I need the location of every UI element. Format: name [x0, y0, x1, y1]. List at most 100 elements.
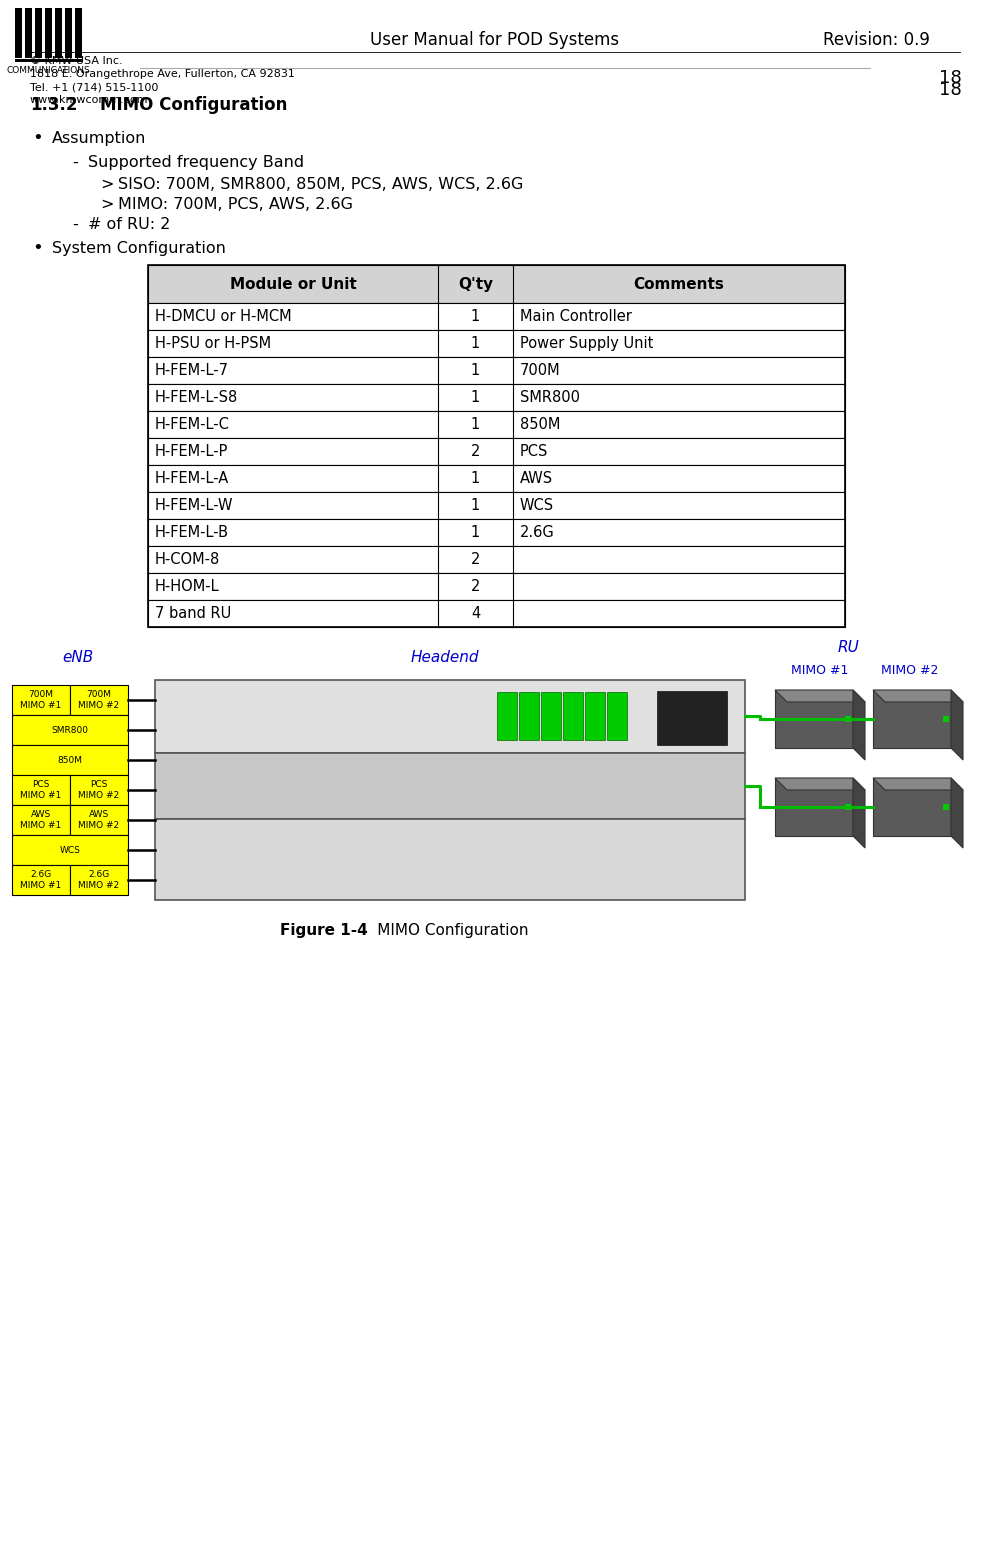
Bar	[55, 8, 62, 59]
Text: 7 band RU: 7 band RU	[155, 606, 232, 621]
Text: H-FEM-L-S8: H-FEM-L-S8	[155, 390, 239, 405]
Text: -: -	[72, 216, 78, 231]
Text: -: -	[72, 154, 78, 170]
Text: >: >	[100, 197, 114, 211]
Bar	[148, 411, 845, 438]
Text: MIMO: 700M, PCS, AWS, 2.6G: MIMO: 700M, PCS, AWS, 2.6G	[118, 197, 353, 211]
Text: 850M: 850M	[520, 418, 560, 431]
Text: 1.3.2: 1.3.2	[30, 96, 77, 114]
Text: Q'ty: Q'ty	[458, 276, 493, 291]
Bar	[70, 804, 128, 835]
Polygon shape	[951, 778, 963, 848]
Bar	[148, 265, 845, 627]
Text: 2.6G: 2.6G	[520, 525, 554, 539]
Bar	[542, 692, 561, 740]
Text: MIMO #2: MIMO #2	[881, 664, 939, 676]
Text: eNB: eNB	[62, 650, 94, 666]
Polygon shape	[873, 778, 963, 791]
Bar	[12, 835, 128, 865]
Text: AWS
MIMO #1: AWS MIMO #1	[21, 811, 61, 829]
Text: Headend: Headend	[411, 650, 479, 666]
Bar	[656, 690, 728, 746]
Polygon shape	[775, 690, 865, 703]
Text: 1: 1	[471, 498, 480, 513]
Text: H-FEM-L-P: H-FEM-L-P	[155, 444, 229, 459]
Bar	[519, 692, 540, 740]
Bar	[873, 690, 951, 747]
Text: •: •	[32, 129, 43, 146]
Bar	[65, 8, 72, 59]
Bar	[563, 692, 583, 740]
Bar	[12, 686, 70, 715]
Text: •: •	[32, 239, 43, 257]
Text: 2.6G
MIMO #1: 2.6G MIMO #1	[21, 871, 61, 889]
Text: MIMO #1: MIMO #1	[791, 664, 848, 676]
Bar	[775, 778, 853, 837]
Text: SISO: 700M, SMR800, 850M, PCS, AWS, WCS, 2.6G: SISO: 700M, SMR800, 850M, PCS, AWS, WCS,…	[118, 177, 524, 191]
Bar	[585, 692, 605, 740]
Bar	[70, 865, 128, 895]
Bar	[148, 599, 845, 627]
Text: 1: 1	[471, 418, 480, 431]
Text: H-COM-8: H-COM-8	[155, 552, 220, 567]
Text: Power Supply Unit: Power Supply Unit	[520, 336, 653, 351]
Text: PCS: PCS	[520, 444, 548, 459]
Bar	[12, 744, 128, 775]
Bar	[155, 818, 745, 900]
Bar	[70, 686, 128, 715]
Text: 1: 1	[471, 525, 480, 539]
Bar	[35, 8, 42, 59]
Bar	[12, 804, 70, 835]
Polygon shape	[873, 690, 963, 703]
Bar	[15, 8, 22, 59]
Bar	[70, 775, 128, 804]
Text: 18: 18	[939, 82, 961, 99]
Polygon shape	[951, 690, 963, 760]
Text: Main Controller: Main Controller	[520, 310, 632, 324]
Bar	[845, 717, 851, 723]
Text: H-FEM-L-B: H-FEM-L-B	[155, 525, 229, 539]
Text: 2.6G
MIMO #2: 2.6G MIMO #2	[78, 871, 120, 889]
Text: H-FEM-L-W: H-FEM-L-W	[155, 498, 234, 513]
Polygon shape	[775, 778, 865, 791]
Bar	[148, 465, 845, 492]
Bar	[45, 8, 52, 59]
Polygon shape	[853, 778, 865, 848]
Text: 1: 1	[471, 310, 480, 324]
Text: RU: RU	[838, 640, 859, 655]
Bar	[148, 438, 845, 465]
Bar	[148, 330, 845, 358]
Text: 1: 1	[471, 472, 480, 485]
Polygon shape	[853, 690, 865, 760]
Text: 2: 2	[471, 444, 480, 459]
Bar	[75, 8, 82, 59]
Text: 850M: 850M	[57, 755, 82, 764]
Bar	[155, 680, 745, 752]
Bar	[25, 8, 32, 59]
Text: H-PSU or H-PSM: H-PSU or H-PSM	[155, 336, 271, 351]
Text: # of RU: 2: # of RU: 2	[88, 216, 170, 231]
Text: 700M: 700M	[520, 364, 560, 378]
Text: User Manual for POD Systems: User Manual for POD Systems	[370, 31, 620, 49]
Bar	[775, 690, 853, 747]
Text: Comments: Comments	[634, 276, 725, 291]
Text: Revision: 0.9: Revision: 0.9	[823, 31, 930, 49]
Bar	[607, 692, 628, 740]
Text: 1: 1	[471, 336, 480, 351]
Bar	[845, 804, 851, 811]
Bar	[873, 778, 951, 837]
Text: H-DMCU or H-MCM: H-DMCU or H-MCM	[155, 310, 292, 324]
Text: 18: 18	[939, 69, 961, 86]
Text: H-HOM-L: H-HOM-L	[155, 579, 220, 593]
Text: AWS: AWS	[520, 472, 553, 485]
Text: Module or Unit: Module or Unit	[230, 276, 356, 291]
Bar	[148, 573, 845, 599]
Text: AWS
MIMO #2: AWS MIMO #2	[78, 811, 120, 829]
Text: H-FEM-L-C: H-FEM-L-C	[155, 418, 230, 431]
Text: Assumption: Assumption	[52, 131, 147, 145]
Text: System Configuration: System Configuration	[52, 240, 226, 256]
Bar	[148, 384, 845, 411]
Bar	[148, 265, 845, 304]
Bar	[148, 519, 845, 546]
Text: WCS: WCS	[59, 846, 80, 855]
